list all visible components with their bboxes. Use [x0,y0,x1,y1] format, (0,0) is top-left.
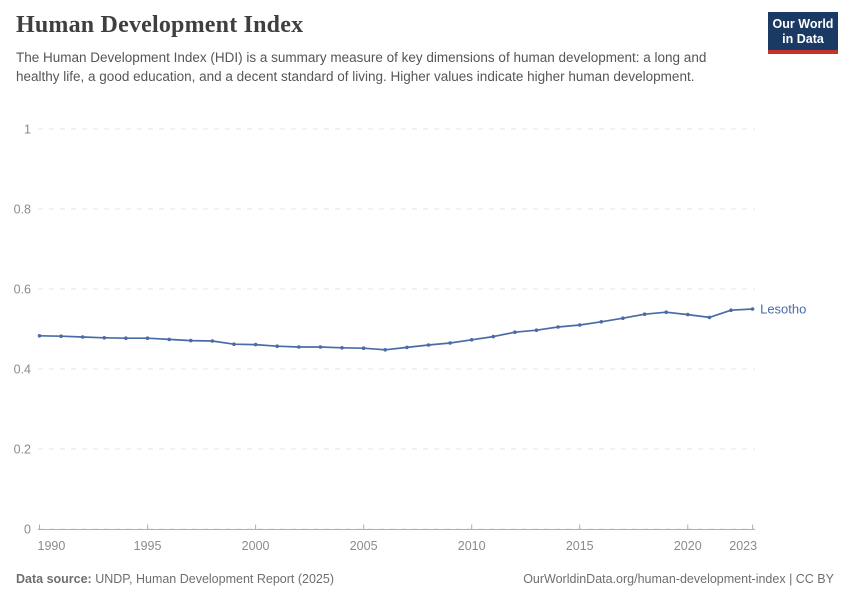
data-point[interactable] [210,339,215,343]
data-source-label: Data source: [16,572,92,586]
y-tick-label: 0.6 [14,283,31,297]
y-tick-label: 0 [24,523,31,537]
x-tick-label: 1990 [38,539,66,553]
data-point[interactable] [297,345,301,349]
data-point[interactable] [750,307,755,311]
data-point[interactable] [102,336,107,340]
x-tick-label: 2015 [566,539,594,553]
data-point[interactable] [124,336,128,341]
data-point[interactable] [491,334,496,339]
data-point[interactable] [534,328,539,333]
data-point[interactable] [145,336,150,341]
data-point[interactable] [405,345,409,350]
data-point[interactable] [577,323,582,327]
y-tick-label: 0.4 [14,363,31,377]
data-point[interactable] [642,312,647,317]
y-tick-label: 0.2 [14,443,31,457]
data-point[interactable] [59,334,63,339]
data-point[interactable] [340,346,344,350]
data-point[interactable] [37,334,42,338]
data-point[interactable] [383,348,388,352]
x-tick-label: 2005 [350,539,378,553]
owid-logo[interactable]: Our World in Data [768,12,838,54]
owid-logo-line1: Our World [772,17,834,31]
data-point[interactable] [556,325,560,329]
y-tick-label: 1 [24,123,31,137]
data-point[interactable] [469,338,474,342]
x-tick-label: 2023 [729,539,757,553]
series-label[interactable]: Lesotho [760,302,806,317]
data-point[interactable] [253,342,258,347]
data-point[interactable] [729,308,733,313]
data-point[interactable] [707,315,712,320]
owid-logo-line2: in Data [782,31,824,46]
y-tick-label: 0.8 [14,203,31,217]
data-point[interactable] [448,341,452,345]
data-point[interactable] [426,343,431,347]
chart-subtitle: The Human Development Index (HDI) is a s… [16,50,707,85]
x-tick-label: 2010 [458,539,486,553]
data-point[interactable] [275,344,280,349]
data-source-note: Data source: UNDP, Human Development Rep… [16,572,334,586]
chart-header: Human Development Index The Human Develo… [16,12,838,86]
data-point[interactable] [664,310,668,315]
data-point[interactable] [621,316,625,321]
data-source-text: UNDP, Human Development Report (2025) [91,572,334,586]
chart-title: Human Development Index [16,12,304,38]
data-point[interactable] [189,338,193,343]
data-point[interactable] [318,345,323,349]
x-tick-label: 2020 [674,539,702,553]
x-tick-label: 1995 [134,539,162,553]
data-point[interactable] [232,342,236,347]
data-point[interactable] [599,320,604,324]
trend-line [38,308,754,351]
data-point[interactable] [361,346,366,351]
data-point[interactable] [80,335,85,339]
chart-footer: Data source: UNDP, Human Development Rep… [16,572,834,586]
owid-url-link[interactable]: OurWorldinData.org/human-development-ind… [523,572,834,586]
data-point[interactable] [167,337,171,342]
data-point[interactable] [686,312,690,317]
data-point[interactable] [513,330,517,335]
x-tick-label: 2000 [242,539,270,553]
